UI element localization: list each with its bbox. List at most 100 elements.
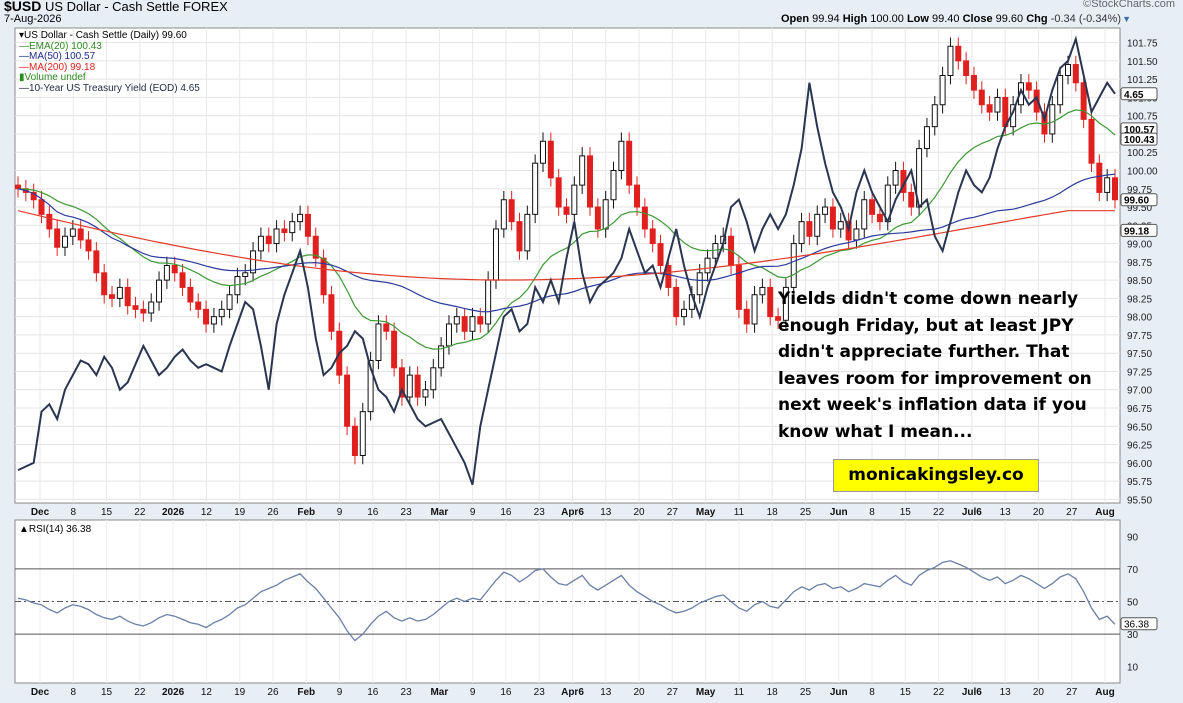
x-tick-label: 9 — [337, 507, 343, 518]
candle-body — [978, 89, 985, 106]
candle-body — [289, 221, 296, 234]
annotation-line: next week's inflation data if you — [778, 395, 1087, 415]
chevron-down-icon[interactable]: ▼ — [1122, 14, 1131, 24]
x-tick-label: Jun — [830, 507, 848, 518]
x-tick-label-rsi: 15 — [101, 687, 113, 698]
high-label: High — [842, 13, 868, 25]
candle-body — [38, 199, 45, 215]
candle-body — [869, 199, 876, 215]
x-tick-label: 18 — [767, 507, 779, 518]
candle-body — [398, 367, 405, 398]
close-value: 99.60 — [995, 13, 1024, 25]
x-tick-label: 22 — [933, 507, 945, 518]
candle-body — [453, 316, 460, 325]
candle-body — [132, 305, 139, 310]
brand-link[interactable]: ©StockCharts.com — [1083, 0, 1175, 10]
y-tick-label: 101.25 — [1127, 75, 1158, 86]
candle-body — [1096, 162, 1103, 193]
candle-body — [594, 206, 601, 230]
candle-body — [312, 235, 319, 259]
y-tick-label: 98.00 — [1127, 313, 1152, 324]
candle-body — [876, 213, 883, 223]
candle-body — [375, 323, 382, 362]
value-tag-text: 99.60 — [1124, 196, 1149, 207]
x-tick-label-rsi: 16 — [500, 687, 512, 698]
candle-body — [124, 286, 131, 307]
y-tick-label: 99.75 — [1127, 185, 1152, 196]
candle-body — [109, 294, 116, 299]
x-tick-label: 16 — [367, 507, 379, 518]
candle-body — [15, 184, 21, 190]
candle-body — [406, 374, 413, 398]
candle-body — [837, 221, 844, 230]
annotation-line: enough Friday, but at least JPY — [778, 315, 1074, 336]
candle-body — [861, 199, 868, 230]
x-tick-label-rsi: 27 — [667, 687, 679, 698]
candle-body — [673, 286, 680, 318]
rsi-y-tick: 90 — [1127, 532, 1139, 543]
site-watermark[interactable]: monicakingsley.co — [833, 459, 1039, 492]
x-tick-label-rsi: 23 — [401, 687, 413, 698]
candle-body — [986, 104, 993, 113]
candle-body — [626, 140, 633, 186]
candle-body — [814, 213, 821, 237]
y-tick-label: 100.25 — [1127, 148, 1158, 159]
candle-body — [853, 228, 860, 241]
candle-body — [62, 235, 69, 248]
candle-body — [602, 199, 609, 230]
candle-body — [923, 126, 930, 150]
x-tick-label: 8 — [869, 507, 875, 518]
yield-line — [17, 35, 1116, 486]
rsi-line — [17, 560, 1116, 642]
x-tick-label-rsi: 9 — [470, 687, 476, 698]
candle-body — [822, 206, 829, 215]
legend-entry: ▮Volume undef — [19, 72, 86, 84]
annotation-text: Yields didn't come down nearly enough Fri… — [778, 286, 1108, 445]
candle-body — [351, 425, 358, 456]
candle-body — [445, 323, 452, 347]
low-label: Low — [906, 13, 929, 25]
candle-body — [775, 316, 782, 321]
candle-body — [438, 345, 445, 369]
x-tick-label: 2026 — [162, 507, 185, 518]
candle-body — [85, 239, 92, 252]
chart-date: 7-Aug-2026 — [4, 13, 62, 25]
candle-body — [304, 213, 311, 237]
candle-body — [383, 323, 390, 332]
ma200-line — [17, 210, 1115, 281]
candle-body — [297, 213, 304, 223]
x-tick-label: 9 — [470, 507, 476, 518]
candle-body — [970, 75, 977, 91]
value-tag — [1120, 193, 1158, 207]
candle-body — [477, 316, 484, 325]
candle-body — [571, 184, 578, 215]
ema20-line — [17, 109, 1116, 350]
x-tick-label: 13 — [1000, 507, 1012, 518]
rsi-y-tick: 10 — [1127, 663, 1139, 674]
x-tick-label-rsi: 8 — [71, 687, 77, 698]
y-tick-label: 100.00 — [1127, 167, 1158, 178]
x-tick-label-rsi: 19 — [234, 687, 246, 698]
value-tag-text: 4.65 — [1124, 90, 1144, 101]
candle-body — [532, 162, 539, 215]
rsi-y-tick: 50 — [1127, 598, 1139, 609]
candle-body — [665, 265, 672, 288]
x-tick-label-rsi: May — [696, 687, 716, 698]
x-tick-label-rsi: 2026 — [162, 687, 185, 698]
candle-body — [782, 286, 789, 321]
x-tick-label: 8 — [71, 507, 77, 518]
x-tick-label: 25 — [800, 507, 812, 518]
y-tick-label: 95.50 — [1127, 495, 1152, 506]
candle-body — [579, 155, 586, 186]
candle-body — [101, 272, 108, 296]
x-tick-label: 26 — [267, 507, 279, 518]
candle-body — [1104, 177, 1111, 193]
candle-body — [320, 257, 327, 296]
x-tick-label-rsi: 22 — [134, 687, 146, 698]
candle-body — [242, 272, 249, 277]
candle-body — [265, 235, 272, 245]
x-tick-label: Feb — [297, 507, 315, 518]
x-tick-label: 15 — [101, 507, 113, 518]
chart-title: $USD US Dollar - Cash Settle FOREX — [4, 0, 228, 14]
